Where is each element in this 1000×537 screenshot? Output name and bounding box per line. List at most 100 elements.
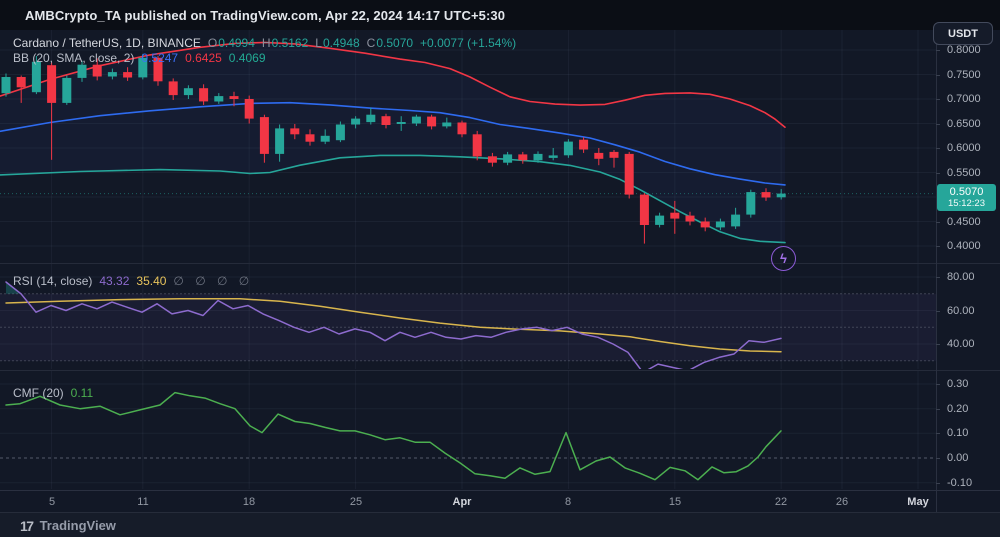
candle	[761, 188, 771, 201]
candle	[411, 114, 421, 126]
price-axis-label: 0.6500	[936, 118, 981, 130]
candle	[731, 207, 741, 229]
bb-upper-value: 0.6425	[185, 51, 222, 65]
time-axis-label: 18	[242, 496, 256, 508]
rsi-title: RSI (14, close)	[13, 274, 93, 288]
price-axis-label: 0.6000	[936, 142, 981, 154]
candle	[199, 84, 209, 105]
price-axis-label: 0.4000	[936, 240, 981, 252]
tradingview-brand: TradingView	[39, 518, 116, 533]
time-axis-label: 25	[349, 496, 363, 508]
price-axis-label: 0.7000	[936, 93, 981, 105]
cmf-legend[interactable]: CMF (20) 0.11	[13, 386, 93, 400]
instant-trading-button[interactable]: ϟ	[771, 246, 796, 271]
candle	[259, 114, 269, 163]
candle	[518, 151, 528, 164]
candle	[533, 151, 543, 163]
ohlc-close: C0.5070	[366, 36, 414, 50]
candle	[62, 75, 72, 105]
time-axis-label: 15	[668, 496, 682, 508]
rsi-empty-slots: ∅ ∅ ∅ ∅	[173, 274, 254, 288]
candle	[107, 68, 117, 80]
price-axis-label: 0.4500	[936, 216, 981, 228]
price-axis-border	[936, 30, 937, 512]
candle	[670, 200, 680, 234]
cmf-axis-label: 0.00	[935, 452, 969, 464]
ohlc-low: L0.4948	[315, 36, 360, 50]
cmf-pane[interactable]	[0, 371, 936, 489]
candle	[503, 151, 513, 166]
ohlc-high: H0.5162	[261, 36, 309, 50]
candle	[31, 55, 41, 95]
price-axis-label: 0.7500	[936, 69, 981, 81]
rsi-axis-label: 40.00	[936, 338, 975, 350]
bb-basis-value: 0.5247	[141, 51, 179, 65]
candle	[1, 73, 11, 97]
candle	[47, 62, 57, 160]
time-axis-label: 8	[564, 496, 572, 508]
ohlc-open: O0.4994	[207, 36, 255, 50]
candle	[594, 148, 604, 166]
time-axis-label: May	[907, 496, 929, 508]
candle	[92, 58, 102, 81]
candle	[624, 151, 634, 199]
currency-toggle-button[interactable]: USDT	[933, 22, 993, 45]
candle	[609, 150, 619, 168]
cmf-axis-label: 0.20	[935, 403, 969, 415]
bb-legend[interactable]: BB (20, SMA, close, 2) 0.5247 0.6425 0.4…	[13, 51, 266, 65]
candle	[244, 95, 254, 124]
price-pane[interactable]	[0, 30, 936, 263]
candle	[579, 137, 589, 153]
price-axis-label: 0.8000	[936, 44, 981, 56]
rsi-legend[interactable]: RSI (14, close) 43.32 35.40 ∅ ∅ ∅ ∅	[13, 274, 253, 288]
pane-divider[interactable]	[0, 263, 1000, 264]
publish-attribution: AMBCrypto_TA published on TradingView.co…	[25, 7, 506, 23]
price-change: +0.0077 (+1.54%)	[420, 36, 517, 50]
candle	[381, 113, 391, 129]
candle	[168, 78, 178, 100]
candle	[472, 130, 482, 161]
candle	[275, 124, 285, 162]
symbol-legend[interactable]: Cardano / TetherUS, 1D, BINANCE O0.4994 …	[13, 36, 516, 50]
candle	[487, 152, 497, 167]
bb-title: BB (20, SMA, close, 2)	[13, 51, 135, 65]
candle	[366, 107, 376, 125]
candle	[229, 91, 239, 107]
candle	[427, 114, 437, 130]
candle	[320, 129, 330, 145]
time-axis-label: 22	[774, 496, 788, 508]
candle	[351, 116, 361, 129]
candle	[776, 189, 786, 200]
rsi-value: 43.32	[99, 274, 130, 288]
candle	[639, 193, 649, 244]
cmf-value: 0.11	[70, 386, 94, 400]
publish-bar: AMBCrypto_TA published on TradingView.co…	[0, 0, 1000, 30]
lightning-icon: ϟ	[780, 251, 787, 266]
symbol-title: Cardano / TetherUS, 1D, BINANCE	[13, 36, 201, 50]
last-price: 0.5070	[949, 186, 984, 198]
candle	[123, 67, 133, 81]
candle	[290, 124, 300, 140]
time-axis-label: 26	[835, 496, 849, 508]
cmf-axis-label: 0.30	[935, 378, 969, 390]
candle	[16, 75, 26, 103]
price-axis-label: 0.5500	[936, 167, 981, 179]
time-axis-label: 11	[137, 496, 149, 508]
last-price-badge[interactable]: 0.5070 15:12:23	[937, 184, 996, 211]
bb-lower-value: 0.4069	[228, 51, 266, 65]
cmf-title: CMF (20)	[13, 386, 64, 400]
candle	[700, 217, 710, 232]
pane-divider[interactable]	[0, 370, 1000, 371]
rsi-pane[interactable]	[0, 264, 936, 369]
cmf-axis-label: -0.10	[935, 477, 973, 489]
tradingview-logo-link[interactable]: 17 TradingView	[20, 518, 116, 534]
time-axis-label: 5	[48, 496, 56, 508]
footer-bar: 17 TradingView	[0, 512, 1000, 537]
candle	[214, 93, 224, 104]
candle	[77, 60, 87, 82]
candle	[153, 55, 163, 86]
candle	[183, 85, 193, 99]
candle	[305, 129, 315, 146]
bar-countdown: 15:12:23	[948, 198, 985, 209]
